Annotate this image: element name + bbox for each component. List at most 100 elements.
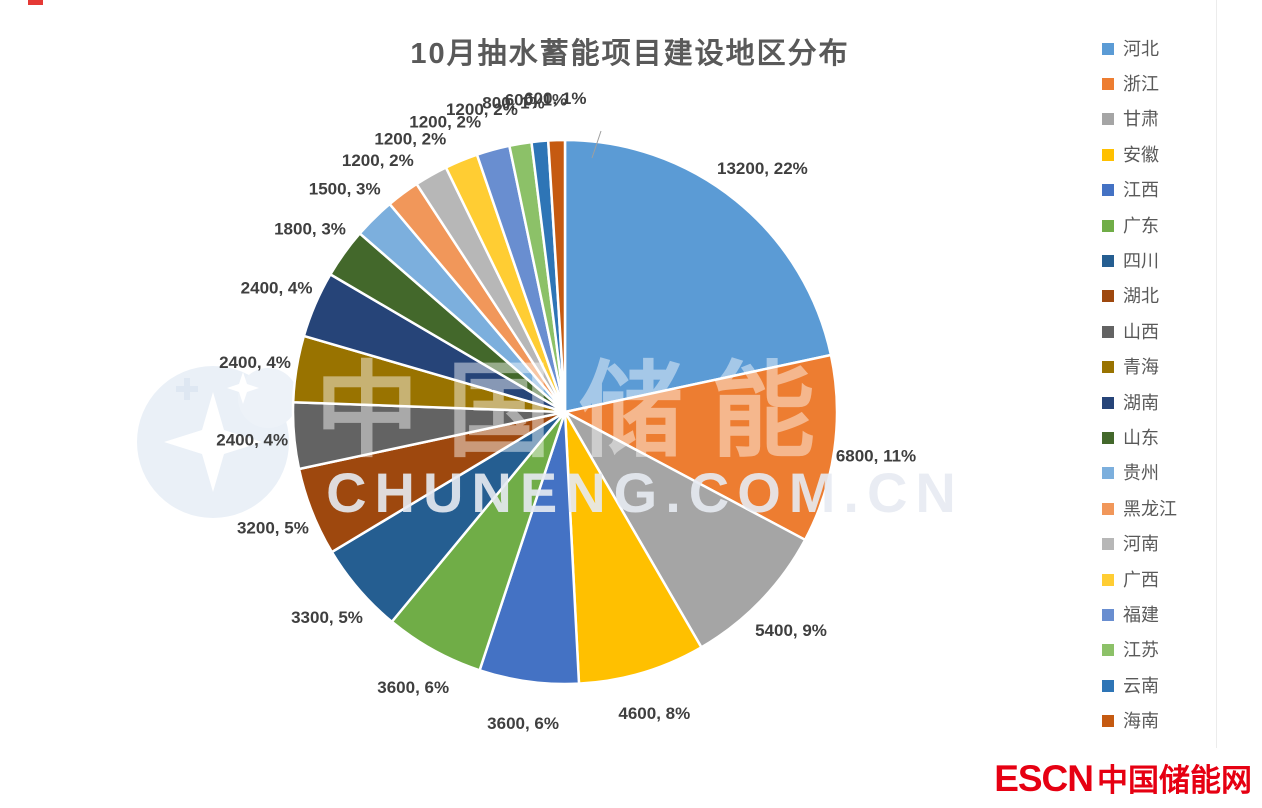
legend-label: 广西 [1123,569,1159,590]
pie-label-湖北: 3200, 5% [237,518,309,537]
pie-label-贵州: 1500, 3% [309,179,381,198]
escn-logo-cn: 中国储能网 [1097,763,1252,798]
legend-color-swatch [1102,573,1114,586]
legend-label: 甘肃 [1123,109,1159,130]
legend-color-swatch [1102,431,1114,444]
legend-label: 河北 [1123,38,1159,59]
pie-label-云南: 600, 1% [505,90,567,109]
legend-label: 江西 [1123,180,1159,201]
watermark-emblem-icon [137,366,298,518]
legend-label: 贵州 [1123,463,1159,484]
red-crop-mark [28,0,43,5]
legend-color-swatch [1102,184,1114,197]
legend-color-swatch [1102,644,1114,657]
legend-color-swatch [1102,467,1114,480]
legend-color-swatch [1102,113,1114,126]
legend-color-swatch [1102,608,1114,621]
pie-label-江苏: 800, 1% [482,93,544,112]
legend-item-福建: 福建 [1102,597,1212,632]
legend-item-浙江: 浙江 [1102,66,1212,101]
pie-label-河南: 1200, 2% [374,130,446,149]
legend-label: 山西 [1123,321,1159,342]
legend-color-swatch [1102,679,1114,692]
legend-item-山西: 山西 [1102,314,1212,349]
escn-logo-latin: ESCN [994,758,1094,799]
pie-label-海南: 600, 1% [524,89,586,108]
legend-item-广西: 广西 [1102,562,1212,597]
legend-color-swatch [1102,502,1114,515]
pie-label-青海: 2400, 4% [219,353,291,372]
plot-area-border [1216,0,1217,748]
legend-color-swatch [1102,219,1114,232]
pie-label-广西: 1200, 2% [409,113,481,132]
legend-label: 江苏 [1123,640,1159,661]
pie-label-四川: 3300, 5% [291,608,363,627]
legend-label: 黑龙江 [1123,498,1177,519]
pie-slice-甘肃 [563,410,807,649]
legend-item-广东: 广东 [1102,208,1212,243]
legend-item-江苏: 江苏 [1102,633,1212,668]
legend-label: 福建 [1123,604,1159,625]
legend-label: 安徽 [1123,144,1159,165]
pie-slice-安徽 [563,410,703,685]
legend-item-海南: 海南 [1102,703,1212,738]
legend-color-swatch [1102,290,1114,303]
legend-color-swatch [1102,396,1114,409]
pie-label-甘肃: 5400, 9% [755,621,827,640]
legend-color-swatch [1102,148,1114,161]
legend-item-黑龙江: 黑龙江 [1102,491,1212,526]
pie-label-福建: 1200, 2% [446,100,518,119]
pie-slice-河北 [563,138,833,414]
pie-slices-group [291,138,839,686]
legend-label: 四川 [1123,251,1159,272]
pie-label-江西: 3600, 6% [487,714,559,733]
legend-item-山东: 山东 [1102,420,1212,455]
legend-label: 青海 [1123,357,1159,378]
watermark-text-cn: 中国储能网 [315,354,975,470]
legend-item-江西: 江西 [1102,173,1212,208]
legend-color-swatch [1102,255,1114,268]
legend-label: 浙江 [1123,74,1159,95]
escn-logo: ESCN 中国储能网 [994,755,1252,800]
pie-labels-group: 13200, 22% 6800, 11% 5400, 9% 4600, 8% 3600,… [216,89,916,733]
legend-item-贵州: 贵州 [1102,456,1212,491]
pie-label-安徽: 4600, 8% [618,704,690,723]
legend-color-swatch [1102,42,1114,55]
legend-color-swatch [1102,715,1114,728]
legend-color-swatch [1102,361,1114,374]
legend-item-四川: 四川 [1102,243,1212,278]
pie-label-河北: 13200, 22% [717,159,808,178]
legend-item-青海: 青海 [1102,350,1212,385]
pie-slice-海南 [546,138,567,414]
legend-label: 广东 [1123,215,1159,236]
pie-label-黑龙江: 1200, 2% [342,151,414,170]
legend-label: 海南 [1123,711,1159,732]
legend-label: 云南 [1123,675,1159,696]
legend-label: 河南 [1123,534,1159,555]
legend-item-湖北: 湖北 [1102,279,1212,314]
pie-label-山西: 2400, 4% [216,431,288,450]
legend-item-河南: 河南 [1102,526,1212,561]
legend-item-河北: 河北 [1102,31,1212,66]
legend-label: 湖北 [1123,286,1159,307]
legend-color-swatch [1102,538,1114,551]
label-leader-line [591,130,602,159]
pie-slice-浙江 [563,353,839,542]
pie-label-广东: 3600, 6% [377,678,449,697]
legend-item-安徽: 安徽 [1102,137,1212,172]
legend-color-swatch [1102,78,1114,91]
legend-color-swatch [1102,325,1114,338]
chart-title: 10月抽水蓄能项目建设地区分布 [410,38,850,70]
legend-label: 山东 [1123,427,1159,448]
legend-item-甘肃: 甘肃 [1102,102,1212,137]
pie-label-山东: 1800, 3% [274,220,346,239]
pie-label-浙江: 6800, 11% [836,447,916,466]
chart-legend: 河北浙江甘肃安徽江西广东四川湖北山西青海湖南山东贵州黑龙江河南广西福建江苏云南海… [1102,31,1212,739]
pie-label-湖南: 2400, 4% [241,279,313,298]
legend-item-湖南: 湖南 [1102,385,1212,420]
watermark-text-url: CHUNENG.COM.CN [326,461,964,524]
legend-label: 湖南 [1123,392,1159,413]
legend-item-云南: 云南 [1102,668,1212,703]
